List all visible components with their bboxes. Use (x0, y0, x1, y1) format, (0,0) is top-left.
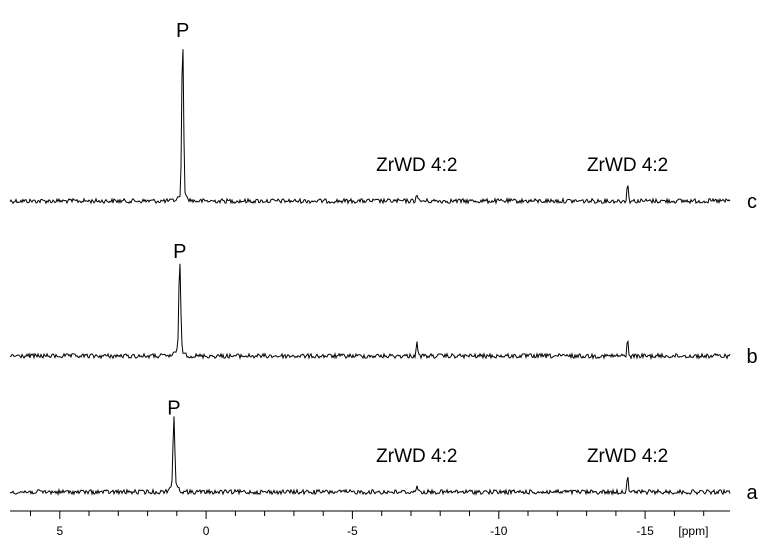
peak-annotations: P ZrWD 4:2 ZrWD 4:2 P P ZrWD 4:2 ZrWD 4:2 (167, 20, 668, 467)
x-tick-label: -15 (636, 524, 654, 538)
trace-label-c: c (747, 191, 757, 213)
x-tick-label: 0 (203, 524, 210, 538)
x-axis-label: [ppm] (678, 524, 708, 538)
trace-label-a: a (746, 482, 758, 504)
trace-labels: c b a (746, 191, 758, 504)
spectrum-trace-a (9, 416, 731, 496)
peak-annotation-a-0: P (167, 397, 180, 419)
spectrum-trace-c (9, 49, 731, 205)
x-tick-label: 5 (56, 524, 63, 538)
x-tick-label: -5 (347, 524, 358, 538)
x-tick-label: -10 (490, 524, 508, 538)
peak-annotation-c-1: ZrWD 4:2 (376, 155, 457, 176)
trace-label-b: b (746, 346, 757, 368)
peak-annotation-c-2: ZrWD 4:2 (587, 155, 668, 176)
x-axis: 5 0 -5 -10 -15 [ppm] (10, 510, 730, 538)
spectrum-trace-b (9, 263, 731, 361)
peak-annotation-a-1: ZrWD 4:2 (376, 446, 457, 467)
peak-annotation-a-2: ZrWD 4:2 (587, 446, 668, 467)
peak-annotation-c-0: P (176, 20, 189, 42)
peak-annotation-b-0: P (173, 241, 186, 263)
spectra-group (9, 49, 731, 496)
